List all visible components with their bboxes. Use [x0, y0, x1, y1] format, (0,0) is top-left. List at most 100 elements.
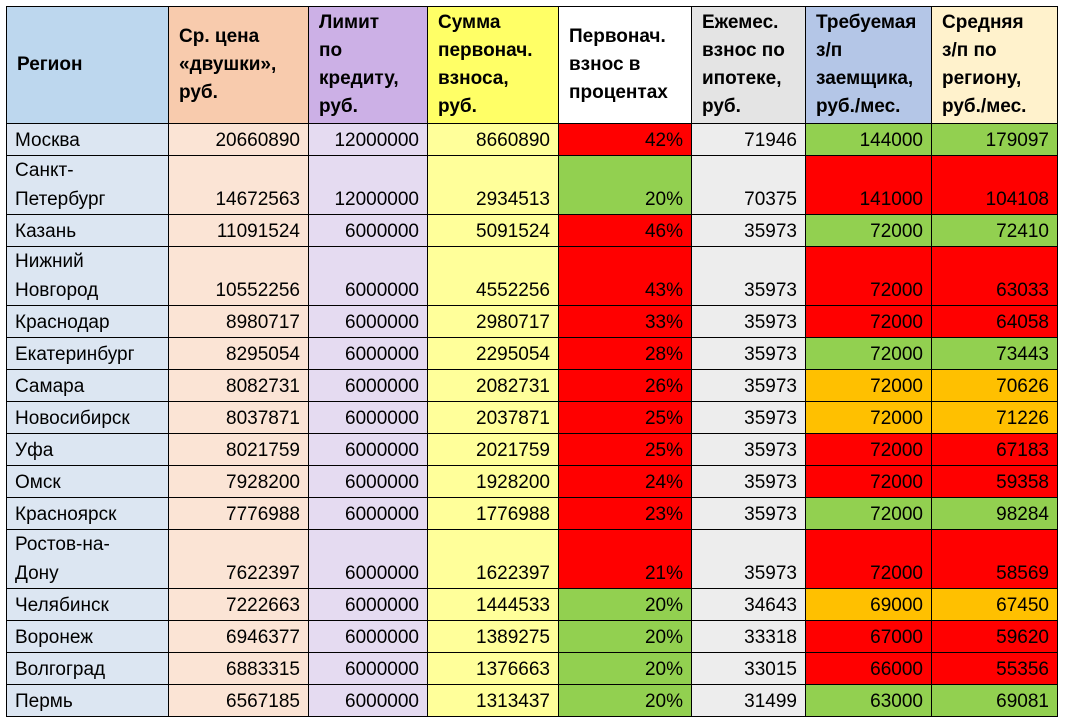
cell-average-salary: 63033 [931, 246, 1058, 306]
table-row: Москва 20660890 12000000 8660890 42% 71946 144… [6, 123, 1058, 156]
table-row: Челябинск 7222663 6000000 1444533 20% 34643 69… [6, 588, 1058, 621]
cell-down-payment-percent: 23% [558, 497, 692, 530]
cell-down-payment-percent: 42% [558, 123, 692, 156]
cell-down-payment-percent: 46% [558, 214, 692, 247]
cell-credit-limit: 6000000 [308, 588, 428, 621]
cell-average-salary: 67450 [931, 588, 1058, 621]
cell-credit-limit: 6000000 [308, 369, 428, 402]
cell-average-salary: 70626 [931, 369, 1058, 402]
cell-credit-limit: 6000000 [308, 337, 428, 370]
table-row: Нижний Новгород 10552256 6000000 4552256 43%… [6, 246, 1058, 306]
cell-average-salary: 59358 [931, 465, 1058, 498]
cell-required-salary: 72000 [805, 369, 932, 402]
table-row: Воронеж 6946377 6000000 1389275 20% 33318 6700… [6, 620, 1058, 653]
cell-credit-limit: 12000000 [308, 123, 428, 156]
header-monthly-payment: Ежемес. взнос по ипотеке, руб. [691, 6, 806, 124]
cell-monthly-payment: 35973 [691, 214, 806, 247]
cell-monthly-payment: 35973 [691, 433, 806, 466]
cell-average-salary: 71226 [931, 401, 1058, 434]
cell-region: Челябинск [6, 588, 169, 621]
table-row: Уфа 8021759 6000000 2021759 25% 35973 72000 671… [6, 433, 1058, 466]
table-body: Москва 20660890 12000000 8660890 42% 71946 144… [6, 123, 1058, 717]
cell-region: Екатеринбург [6, 337, 169, 370]
cell-required-salary: 63000 [805, 684, 932, 717]
cell-down-payment-sum: 5091524 [427, 214, 559, 247]
cell-monthly-payment: 70375 [691, 155, 806, 215]
header-row: Регион Ср. цена «двушки», руб. Лимит по … [6, 6, 1058, 124]
cell-avg-price: 8037871 [168, 401, 309, 434]
cell-avg-price: 8021759 [168, 433, 309, 466]
cell-monthly-payment: 31499 [691, 684, 806, 717]
cell-region: Омск [6, 465, 169, 498]
cell-average-salary: 69081 [931, 684, 1058, 717]
cell-avg-price: 6567185 [168, 684, 309, 717]
table-row: Пермь 6567185 6000000 1313437 20% 31499 63000 6… [6, 684, 1058, 717]
cell-average-salary: 73443 [931, 337, 1058, 370]
cell-down-payment-percent: 33% [558, 305, 692, 338]
cell-credit-limit: 6000000 [308, 497, 428, 530]
cell-avg-price: 10552256 [168, 246, 309, 306]
cell-region: Воронеж [6, 620, 169, 653]
cell-down-payment-sum: 1376663 [427, 652, 559, 685]
header-down-payment-percent: Первонач. взнос в процентах [558, 6, 692, 124]
table-row: Омск 7928200 6000000 1928200 24% 35973 72000 59… [6, 465, 1058, 498]
cell-required-salary: 66000 [805, 652, 932, 685]
cell-down-payment-sum: 1389275 [427, 620, 559, 653]
cell-required-salary: 141000 [805, 155, 932, 215]
cell-monthly-payment: 35973 [691, 369, 806, 402]
cell-required-salary: 69000 [805, 588, 932, 621]
cell-credit-limit: 6000000 [308, 433, 428, 466]
cell-region: Нижний Новгород [6, 246, 169, 306]
cell-down-payment-sum: 1776988 [427, 497, 559, 530]
cell-monthly-payment: 34643 [691, 588, 806, 621]
cell-average-salary: 72410 [931, 214, 1058, 247]
cell-down-payment-percent: 20% [558, 652, 692, 685]
cell-required-salary: 72000 [805, 337, 932, 370]
cell-required-salary: 72000 [805, 305, 932, 338]
cell-region: Ростов-на- Дону [6, 529, 169, 589]
cell-required-salary: 72000 [805, 433, 932, 466]
cell-avg-price: 7222663 [168, 588, 309, 621]
cell-down-payment-percent: 20% [558, 684, 692, 717]
cell-monthly-payment: 71946 [691, 123, 806, 156]
cell-credit-limit: 6000000 [308, 214, 428, 247]
table-row: Екатеринбург 8295054 6000000 2295054 28% 3597… [6, 337, 1058, 370]
cell-avg-price: 7776988 [168, 497, 309, 530]
mortgage-table: Регион Ср. цена «двушки», руб. Лимит по … [6, 6, 1058, 717]
cell-required-salary: 72000 [805, 529, 932, 589]
cell-required-salary: 72000 [805, 246, 932, 306]
cell-down-payment-percent: 20% [558, 620, 692, 653]
cell-monthly-payment: 35973 [691, 305, 806, 338]
header-credit-limit: Лимит по кредиту, руб. [308, 6, 428, 124]
cell-region: Самара [6, 369, 169, 402]
cell-down-payment-sum: 2295054 [427, 337, 559, 370]
cell-monthly-payment: 35973 [691, 401, 806, 434]
cell-down-payment-sum: 2021759 [427, 433, 559, 466]
cell-monthly-payment: 35973 [691, 337, 806, 370]
table-row: Самара 8082731 6000000 2082731 26% 35973 72000… [6, 369, 1058, 402]
cell-region: Краснодар [6, 305, 169, 338]
header-region: Регион [6, 6, 169, 124]
cell-average-salary: 98284 [931, 497, 1058, 530]
cell-avg-price: 6883315 [168, 652, 309, 685]
cell-average-salary: 104108 [931, 155, 1058, 215]
cell-down-payment-percent: 20% [558, 155, 692, 215]
cell-credit-limit: 6000000 [308, 401, 428, 434]
cell-monthly-payment: 33015 [691, 652, 806, 685]
cell-region: Пермь [6, 684, 169, 717]
cell-region: Москва [6, 123, 169, 156]
cell-avg-price: 8082731 [168, 369, 309, 402]
cell-down-payment-sum: 2934513 [427, 155, 559, 215]
cell-average-salary: 64058 [931, 305, 1058, 338]
cell-down-payment-percent: 24% [558, 465, 692, 498]
cell-required-salary: 144000 [805, 123, 932, 156]
cell-down-payment-sum: 4552256 [427, 246, 559, 306]
cell-down-payment-sum: 1622397 [427, 529, 559, 589]
header-down-payment-sum: Сумма первонач. взноса, руб. [427, 6, 559, 124]
cell-credit-limit: 6000000 [308, 529, 428, 589]
cell-required-salary: 72000 [805, 214, 932, 247]
cell-required-salary: 72000 [805, 401, 932, 434]
cell-region: Красноярск [6, 497, 169, 530]
cell-credit-limit: 6000000 [308, 652, 428, 685]
cell-average-salary: 58569 [931, 529, 1058, 589]
